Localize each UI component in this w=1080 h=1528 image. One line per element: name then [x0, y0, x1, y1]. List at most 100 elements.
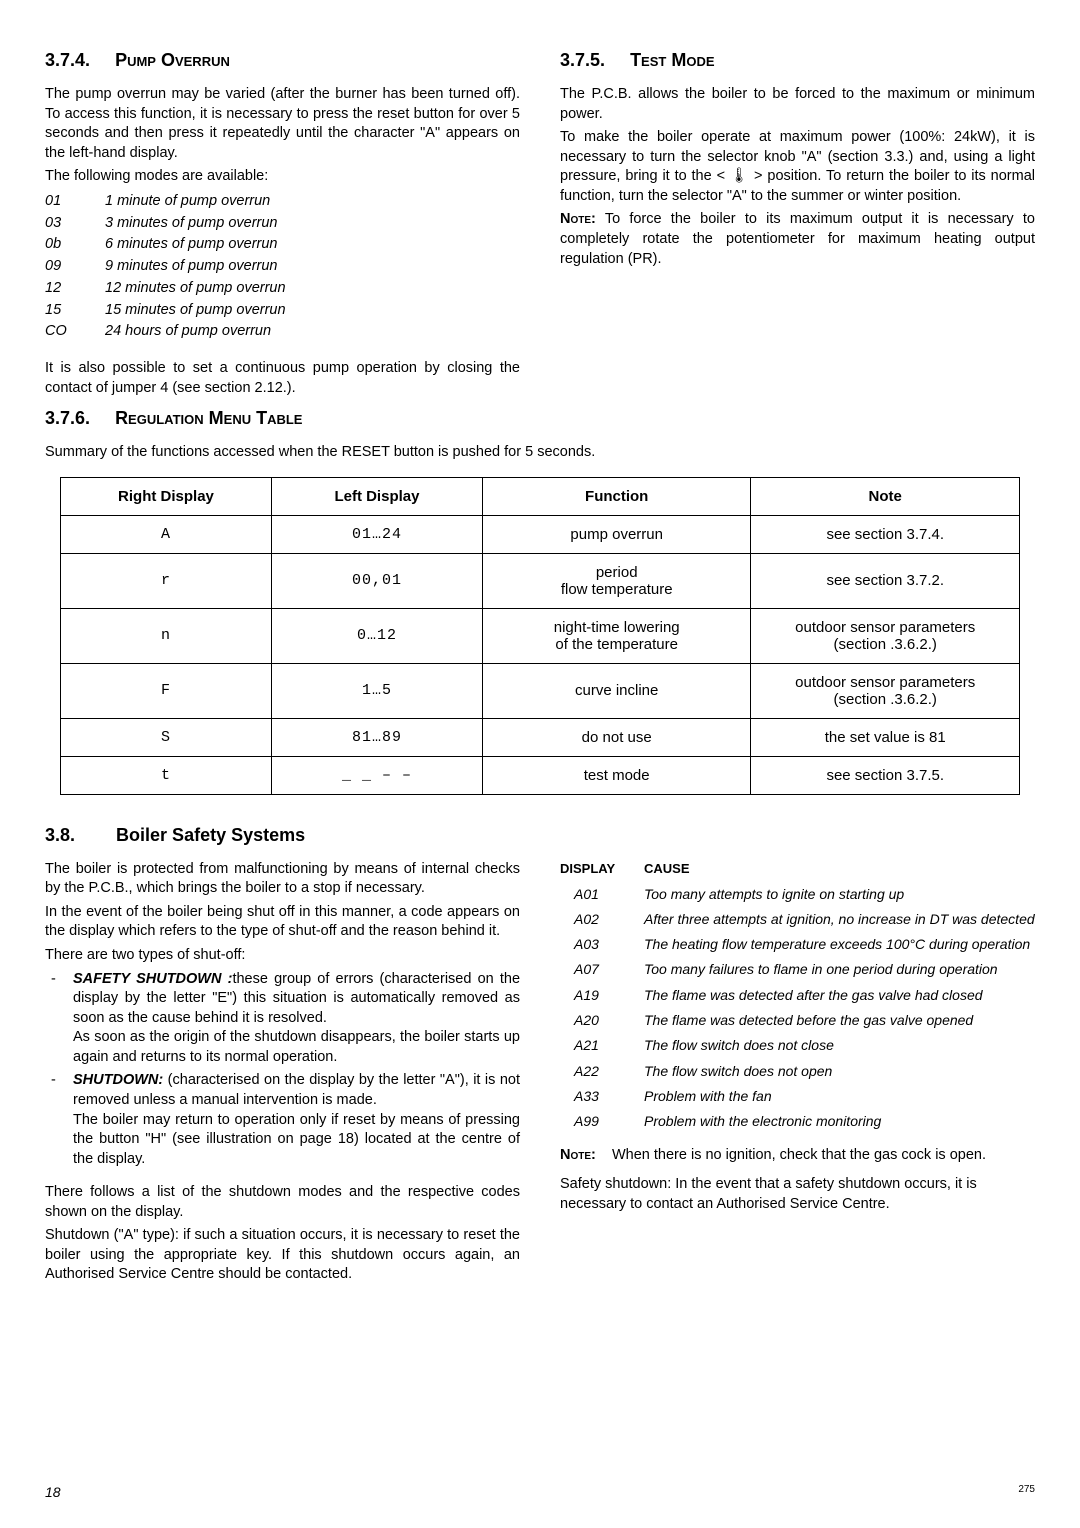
heading-374-num: 3.7.4. [45, 50, 90, 70]
section-38-left: The boiler is protected from malfunction… [45, 860, 520, 1289]
err-code: A02 [560, 909, 644, 929]
mode-desc: 6 minutes of pump overrun [105, 234, 286, 256]
table-row: t _ _ – – test mode see section 3.7.5. [61, 756, 1020, 794]
mode-code: 12 [45, 278, 105, 300]
error-row: A99Problem with the electronic monitorin… [560, 1111, 1035, 1131]
err-cause: Problem with the electronic monitoring [644, 1111, 1035, 1131]
heading-375-title: Test Mode [630, 50, 714, 70]
err-code: A21 [560, 1035, 644, 1055]
err-cause: After three attempts at ignition, no inc… [644, 909, 1035, 929]
para-38-2: In the event of the boiler being shut of… [45, 903, 520, 942]
th-left: Left Display [271, 477, 482, 515]
cell-l: 81…89 [271, 718, 482, 756]
err-cause: Problem with the fan [644, 1086, 1035, 1106]
cell-n: outdoor sensor parameters (section .3.6.… [751, 663, 1020, 718]
bullet-shutdown: SHUTDOWN: (characterised on the display … [45, 1071, 520, 1169]
heading-374-title: Pump Overrun [115, 50, 230, 70]
regulation-table: Right Display Left Display Function Note… [60, 477, 1020, 795]
para-375-note: Note: To force the boiler to its maximum… [560, 210, 1035, 269]
footer: 18 275 [45, 1484, 1035, 1500]
para-38-5: Shutdown ("A" type): if such a situation… [45, 1226, 520, 1285]
cell-f: test mode [482, 756, 751, 794]
note2-label: Note: [560, 1147, 596, 1163]
heading-376-num: 3.7.6. [45, 408, 90, 428]
mode-code: 09 [45, 256, 105, 278]
cell-r: n [61, 608, 272, 663]
para-374-3: It is also possible to set a continuous … [45, 359, 520, 398]
mode-code: 15 [45, 300, 105, 322]
doc-code: 275 [1018, 1484, 1035, 1500]
err-cause: Too many failures to flame in one period… [644, 959, 1035, 979]
heading-376-title: Regulation Menu Table [115, 408, 302, 428]
note2-text: When there is no ignition, check that th… [612, 1147, 986, 1163]
para-38-1: The boiler is protected from malfunction… [45, 860, 520, 899]
err-code: A22 [560, 1061, 644, 1081]
heading-375: 3.7.5. Test Mode [560, 50, 1035, 71]
cell-r: A [61, 515, 272, 553]
err-code: A19 [560, 985, 644, 1005]
mode-desc: 9 minutes of pump overrun [105, 256, 286, 278]
err-cause: The flow switch does not close [644, 1035, 1035, 1055]
bullet-safety-text2: As soon as the origin of the shutdown di… [73, 1028, 520, 1067]
table-row: r 00,01 period flow temperature see sect… [61, 553, 1020, 608]
para-38-3: There are two types of shut-off: [45, 946, 520, 966]
error-row: A33Problem with the fan [560, 1086, 1035, 1106]
mode-desc: 15 minutes of pump overrun [105, 300, 286, 322]
bullet-shutdown-bold: SHUTDOWN: [73, 1072, 163, 1088]
para-38-6: Safety shutdown: In the event that a saf… [560, 1175, 1035, 1214]
table-row: S 81…89 do not use the set value is 81 [61, 718, 1020, 756]
err-code: A99 [560, 1111, 644, 1131]
error-header: DISPLAY CAUSE [560, 860, 1035, 879]
para-375-1: The P.C.B. allows the boiler to be force… [560, 85, 1035, 124]
cell-l: 1…5 [271, 663, 482, 718]
err-cause: The flow switch does not open [644, 1061, 1035, 1081]
page-number: 18 [45, 1484, 61, 1500]
cell-n: see section 3.7.4. [751, 515, 1020, 553]
err-code: A33 [560, 1086, 644, 1106]
err-code: A01 [560, 884, 644, 904]
table-row: n 0…12 night-time lowering of the temper… [61, 608, 1020, 663]
th-note: Note [751, 477, 1020, 515]
err-cause: The heating flow temperature exceeds 100… [644, 934, 1035, 954]
mode-desc: 24 hours of pump overrun [105, 321, 286, 343]
heading-375-num: 3.7.5. [560, 50, 605, 70]
heading-376: 3.7.6. Regulation Menu Table [45, 408, 1035, 429]
cell-f: pump overrun [482, 515, 751, 553]
table-row: A 01…24 pump overrun see section 3.7.4. [61, 515, 1020, 553]
err-code: A07 [560, 959, 644, 979]
mode-desc: 3 minutes of pump overrun [105, 213, 286, 235]
cell-n: outdoor sensor parameters (section .3.6.… [751, 608, 1020, 663]
cell-f: period flow temperature [482, 553, 751, 608]
cell-f: night-time lowering of the temperature [482, 608, 751, 663]
cell-f: do not use [482, 718, 751, 756]
mode-desc: 12 minutes of pump overrun [105, 278, 286, 300]
error-row: A07Too many failures to flame in one per… [560, 959, 1035, 979]
heading-38-num: 3.8. [45, 825, 75, 845]
cell-n: see section 3.7.5. [751, 756, 1020, 794]
th-right: Right Display [61, 477, 272, 515]
para-376-intro: Summary of the functions accessed when t… [45, 443, 1035, 463]
heading-38: 3.8. Boiler Safety Systems [45, 825, 1035, 846]
cell-l: 01…24 [271, 515, 482, 553]
error-row: A03The heating flow temperature exceeds … [560, 934, 1035, 954]
para-38-4: There follows a list of the shutdown mod… [45, 1183, 520, 1222]
bullet-shutdown-text2: The boiler may return to operation only … [73, 1111, 520, 1170]
err-code: A20 [560, 1010, 644, 1030]
error-row: A19The flame was detected after the gas … [560, 985, 1035, 1005]
error-row: A21The flow switch does not close [560, 1035, 1035, 1055]
mode-code: 0b [45, 234, 105, 256]
hdr-cause: CAUSE [644, 860, 690, 879]
cell-n: see section 3.7.2. [751, 553, 1020, 608]
cell-r: r [61, 553, 272, 608]
hdr-display: DISPLAY [560, 860, 644, 879]
section-pump-overrun: 3.7.4. Pump Overrun The pump overrun may… [45, 50, 520, 402]
mode-code: CO [45, 321, 105, 343]
cell-r: S [61, 718, 272, 756]
para-38-note2: Note: When there is no ignition, check t… [560, 1146, 1035, 1166]
para-375-2: To make the boiler operate at maximum po… [560, 128, 1035, 206]
cell-l: 0…12 [271, 608, 482, 663]
section-test-mode: 3.7.5. Test Mode The P.C.B. allows the b… [560, 50, 1035, 402]
mode-code: 01 [45, 191, 105, 213]
bullet-safety: SAFETY SHUTDOWN :these group of errors (… [45, 970, 520, 1068]
bullet-safety-bold: SAFETY SHUTDOWN : [73, 971, 232, 987]
